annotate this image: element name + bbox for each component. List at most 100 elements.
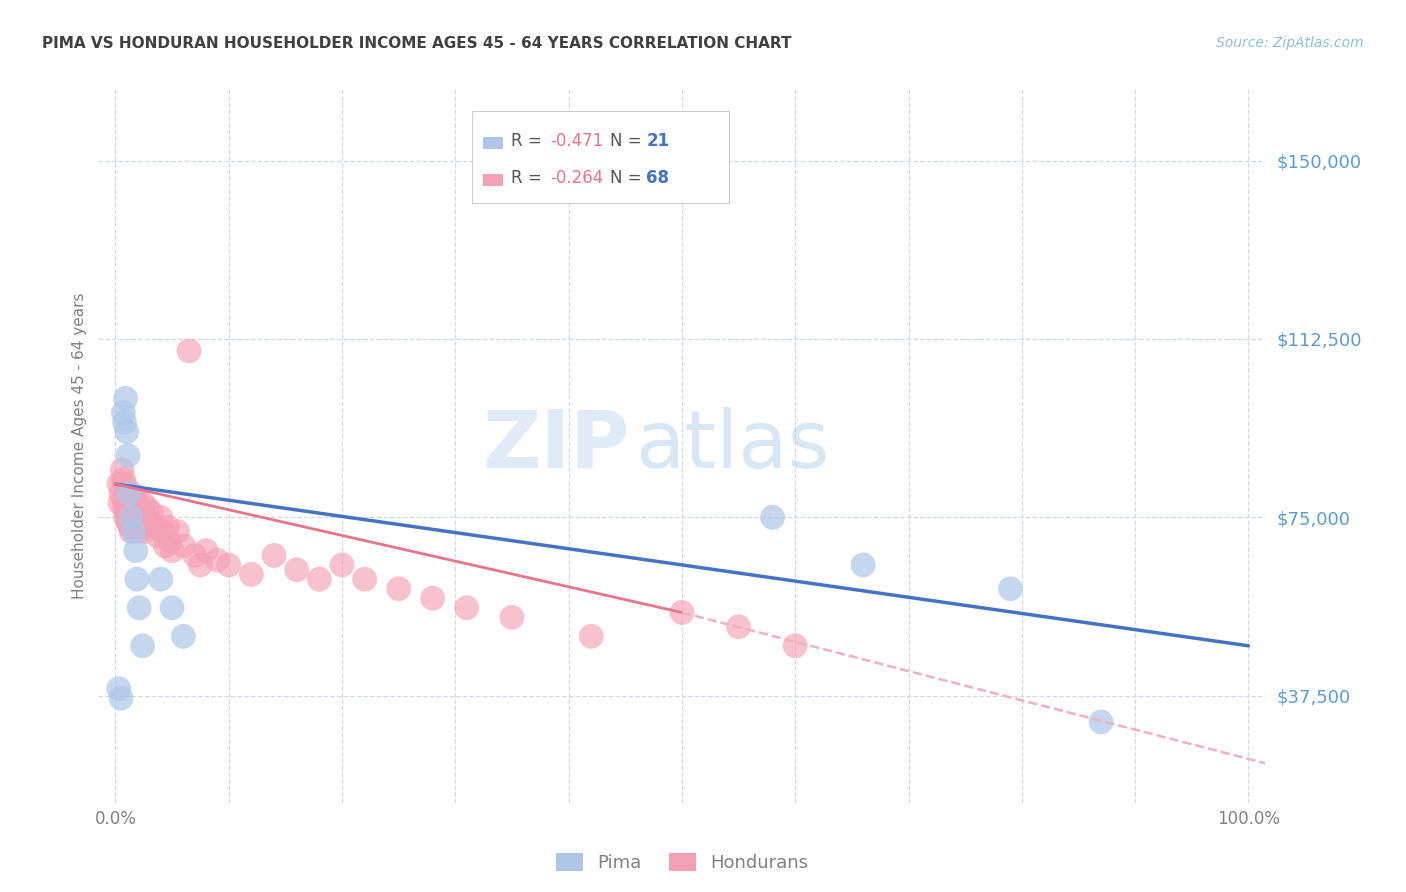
Point	[132, 510, 155, 524]
Point	[263, 549, 285, 563]
Point	[122, 524, 145, 539]
Point	[114, 500, 136, 515]
Point	[422, 591, 444, 606]
Point	[160, 543, 183, 558]
Text: ZIP: ZIP	[482, 407, 630, 485]
Point	[108, 477, 131, 491]
Text: R =: R =	[512, 169, 547, 187]
Point	[388, 582, 411, 596]
Point	[120, 506, 142, 520]
Point	[166, 524, 188, 539]
Point	[127, 515, 149, 529]
Point	[114, 477, 136, 491]
Text: 21: 21	[647, 132, 669, 150]
Text: PIMA VS HONDURAN HOUSEHOLDER INCOME AGES 45 - 64 YEARS CORRELATION CHART: PIMA VS HONDURAN HOUSEHOLDER INCOME AGES…	[42, 36, 792, 51]
Point	[115, 486, 138, 500]
Point	[1000, 582, 1022, 596]
Point	[115, 425, 138, 439]
Point	[118, 515, 141, 529]
Point	[115, 506, 138, 520]
Point	[117, 491, 139, 506]
Point	[149, 510, 172, 524]
Point	[148, 529, 170, 543]
Point	[118, 496, 141, 510]
Point	[240, 567, 263, 582]
Point	[120, 500, 142, 515]
Point	[131, 520, 153, 534]
Point	[108, 681, 131, 696]
Point	[129, 506, 152, 520]
Point	[114, 392, 136, 406]
Point	[172, 629, 194, 643]
Point	[125, 510, 148, 524]
Point	[121, 510, 143, 524]
Point	[172, 539, 194, 553]
Point	[177, 343, 200, 358]
Point	[195, 543, 218, 558]
Point	[141, 506, 163, 520]
Text: -0.264: -0.264	[551, 169, 603, 187]
Point	[131, 496, 153, 510]
Point	[308, 572, 330, 586]
Point	[671, 606, 693, 620]
Point	[117, 449, 139, 463]
Point	[125, 543, 148, 558]
Point	[143, 520, 166, 534]
Point	[128, 524, 150, 539]
Text: -0.471: -0.471	[551, 132, 603, 150]
Point	[134, 524, 156, 539]
Point	[122, 496, 145, 510]
Point	[785, 639, 807, 653]
Text: R =: R =	[512, 132, 547, 150]
Point	[114, 496, 136, 510]
Point	[160, 600, 183, 615]
Point	[501, 610, 523, 624]
Point	[149, 572, 172, 586]
Point	[112, 472, 135, 486]
Point	[114, 510, 136, 524]
Text: N =: N =	[610, 132, 647, 150]
Point	[727, 620, 749, 634]
Point	[581, 629, 603, 643]
Text: Source: ZipAtlas.com: Source: ZipAtlas.com	[1216, 36, 1364, 50]
Point	[207, 553, 229, 567]
Point	[156, 520, 179, 534]
Point	[456, 600, 478, 615]
Point	[136, 500, 159, 515]
Text: atlas: atlas	[636, 407, 830, 485]
Point	[353, 572, 375, 586]
Text: N =: N =	[610, 169, 647, 187]
Point	[330, 558, 353, 572]
Point	[120, 510, 142, 524]
Point	[852, 558, 875, 572]
Point	[125, 572, 148, 586]
Point	[218, 558, 240, 572]
Y-axis label: Householder Income Ages 45 - 64 years: Householder Income Ages 45 - 64 years	[72, 293, 87, 599]
Point	[112, 406, 135, 420]
Point	[108, 496, 131, 510]
Point	[285, 563, 308, 577]
Point	[128, 600, 150, 615]
Point	[138, 515, 160, 529]
Point	[125, 500, 148, 515]
Point	[112, 491, 135, 506]
Point	[124, 506, 146, 520]
Point	[1090, 714, 1112, 729]
Point	[183, 549, 205, 563]
Point	[111, 463, 134, 477]
Point	[114, 415, 136, 429]
Point	[159, 534, 181, 549]
Text: 68: 68	[647, 169, 669, 187]
Point	[120, 524, 142, 539]
Point	[125, 491, 148, 506]
Point	[110, 486, 132, 500]
Point	[761, 510, 783, 524]
Point	[121, 486, 143, 500]
Legend: Pima, Hondurans: Pima, Hondurans	[548, 846, 815, 880]
Point	[190, 558, 212, 572]
Point	[122, 515, 145, 529]
Point	[152, 524, 174, 539]
Point	[117, 515, 139, 529]
Point	[155, 539, 177, 553]
Point	[118, 486, 141, 500]
